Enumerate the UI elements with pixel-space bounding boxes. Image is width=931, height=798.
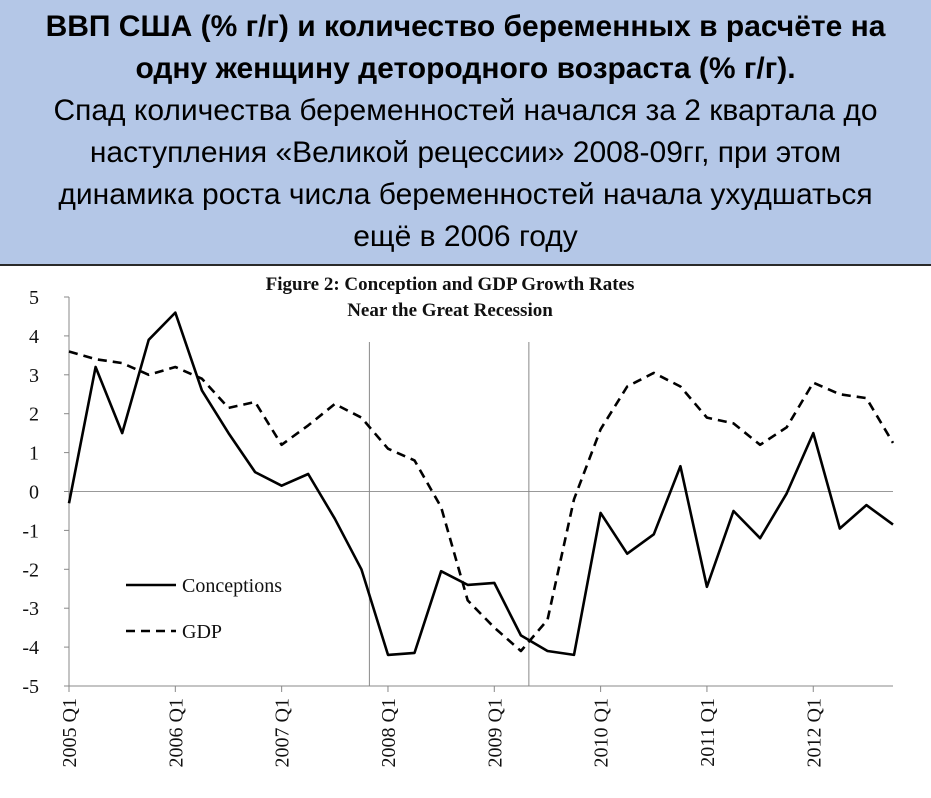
y-tick-label: -2 — [22, 559, 39, 581]
legend-conceptions-label: Conceptions — [182, 575, 282, 597]
x-tick-label: 2006 Q1 — [165, 698, 187, 767]
x-tick-label: 2005 Q1 — [59, 698, 81, 767]
recession-markers — [368, 342, 530, 686]
header-banner: ВВП США (% г/г) и количество беременных … — [0, 0, 931, 266]
x-tick-label: 2012 Q1 — [803, 698, 825, 767]
y-tick-label: 1 — [29, 443, 39, 465]
header-text-line2: наступления «Великой рецессии» 2008-09гг… — [89, 136, 842, 169]
header-text-line3: динамика роста числа беременностей начал… — [58, 178, 873, 211]
x-tick-label: 2007 Q1 — [272, 698, 294, 767]
line-chart: Figure 2: Conception and GDP Growth Rate… — [22, 274, 895, 767]
y-tick-label: -5 — [22, 676, 39, 698]
y-tick-label: 0 — [29, 482, 39, 504]
y-tick-label: -1 — [22, 520, 39, 542]
x-tick-label: 2010 Q1 — [591, 698, 613, 767]
chart-area: Figure 2: Conception and GDP Growth Rate… — [0, 266, 931, 798]
y-tick-label: 4 — [29, 326, 39, 348]
y-tick-label: -4 — [22, 637, 39, 659]
axes: 5 4 3 2 1 0 -1 -2 -3 -4 -5 2005 Q1 2006 Q1 2007 Q1 200… — [22, 287, 893, 767]
y-tick-label: 5 — [29, 287, 39, 309]
x-tick-label: 2009 Q1 — [484, 698, 506, 767]
y-tick-label: -3 — [22, 598, 39, 620]
y-tick-label: 3 — [29, 365, 39, 387]
chart-title-line2: Near the Great Recession — [347, 300, 553, 321]
header-text-line4: ещё в 2006 году — [353, 220, 578, 253]
header-text-line1: Спад количества беременностей начался за… — [53, 94, 878, 127]
series-line-gdp — [68, 350, 895, 653]
chart-title-line1: Figure 2: Conception and GDP Growth Rate… — [266, 274, 635, 295]
legend-gdp-label: GDP — [182, 621, 222, 643]
series-line-conceptions — [67, 311, 894, 657]
x-tick-label: 2011 Q1 — [697, 698, 719, 767]
header-title-line1: ВВП США (% г/г) и количество беременных … — [45, 10, 886, 43]
y-tick-label: 2 — [29, 404, 39, 426]
header-title-line2: одну женщину детородного возраста (% г/г… — [135, 52, 796, 85]
series-lines — [67, 311, 895, 657]
legend: Conceptions GDP — [126, 575, 282, 643]
x-tick-label: 2008 Q1 — [378, 698, 400, 767]
